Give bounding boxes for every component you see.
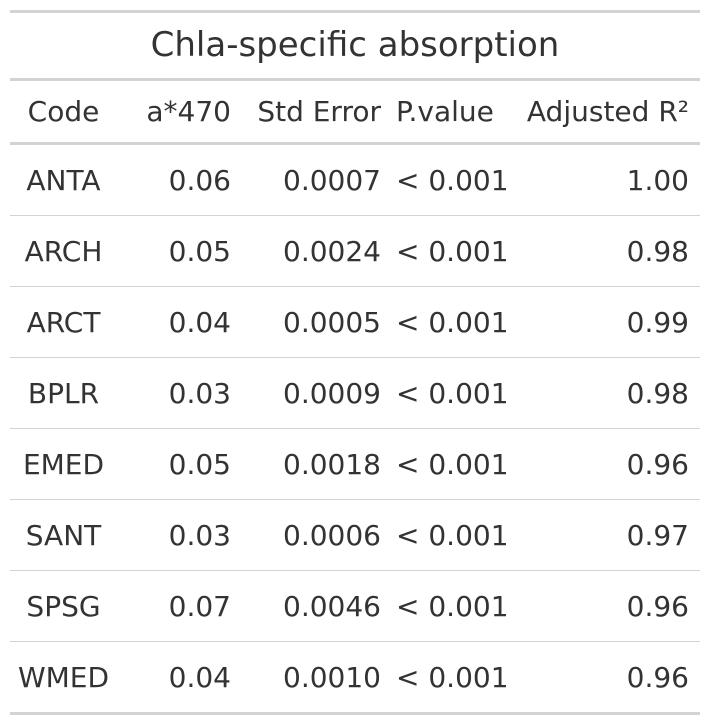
row-divider bbox=[10, 499, 700, 500]
cell-a470: 0.04 bbox=[168, 305, 231, 339]
cell-p-value: < 0.001 bbox=[396, 447, 509, 481]
cell-adjusted-r2: 0.96 bbox=[626, 660, 689, 694]
table-row: SPSG 0.07 0.0046 < 0.001 0.96 bbox=[10, 571, 700, 641]
table-row: ARCT 0.04 0.0005 < 0.001 0.99 bbox=[10, 287, 700, 357]
table-top-rule bbox=[10, 10, 700, 13]
cell-code: ARCH bbox=[24, 234, 103, 268]
cell-a470: 0.05 bbox=[168, 234, 231, 268]
table-bottom-rule bbox=[10, 712, 700, 715]
table-title: Chla-specific absorption bbox=[150, 25, 560, 65]
cell-p-value: < 0.001 bbox=[396, 163, 509, 197]
header-rule bbox=[10, 142, 700, 145]
cell-std-error: 0.0005 bbox=[283, 305, 381, 339]
cell-a470: 0.03 bbox=[168, 518, 231, 552]
cell-std-error: 0.0006 bbox=[283, 518, 381, 552]
row-divider bbox=[10, 428, 700, 429]
table-row: ARCH 0.05 0.0024 < 0.001 0.98 bbox=[10, 216, 700, 286]
cell-code: BPLR bbox=[27, 376, 100, 410]
cell-p-value: < 0.001 bbox=[396, 660, 509, 694]
column-header-a470: a*470 bbox=[146, 95, 231, 128]
cell-std-error: 0.0010 bbox=[283, 660, 381, 694]
cell-adjusted-r2: 0.98 bbox=[626, 376, 689, 410]
cell-std-error: 0.0018 bbox=[283, 447, 381, 481]
cell-a470: 0.07 bbox=[168, 589, 231, 623]
cell-a470: 0.04 bbox=[168, 660, 231, 694]
table-header-row: Code a*470 Std Error P.value Adjusted R² bbox=[10, 81, 700, 142]
table-row: BPLR 0.03 0.0009 < 0.001 0.98 bbox=[10, 358, 700, 428]
row-divider bbox=[10, 357, 700, 358]
row-divider bbox=[10, 286, 700, 287]
cell-std-error: 0.0007 bbox=[283, 163, 381, 197]
column-header-p-value: P.value bbox=[396, 95, 494, 128]
cell-adjusted-r2: 0.96 bbox=[626, 447, 689, 481]
table-row: SANT 0.03 0.0006 < 0.001 0.97 bbox=[10, 500, 700, 570]
cell-p-value: < 0.001 bbox=[396, 589, 509, 623]
row-divider bbox=[10, 641, 700, 642]
cell-code: WMED bbox=[17, 660, 110, 694]
column-header-adjusted-r2: Adjusted R² bbox=[526, 95, 689, 128]
cell-adjusted-r2: 0.99 bbox=[626, 305, 689, 339]
cell-code: SPSG bbox=[26, 589, 101, 623]
cell-code: SANT bbox=[25, 518, 102, 552]
cell-std-error: 0.0024 bbox=[283, 234, 381, 268]
cell-adjusted-r2: 1.00 bbox=[626, 163, 689, 197]
table-row: WMED 0.04 0.0010 < 0.001 0.96 bbox=[10, 642, 700, 712]
data-table: Chla-specific absorption Code a*470 Std … bbox=[10, 10, 700, 715]
cell-a470: 0.06 bbox=[168, 163, 231, 197]
cell-adjusted-r2: 0.97 bbox=[626, 518, 689, 552]
cell-adjusted-r2: 0.98 bbox=[626, 234, 689, 268]
cell-code: ARCT bbox=[26, 305, 101, 339]
column-header-std-error: Std Error bbox=[257, 95, 381, 128]
row-divider bbox=[10, 215, 700, 216]
cell-p-value: < 0.001 bbox=[396, 518, 509, 552]
column-header-code: Code bbox=[27, 95, 100, 128]
cell-a470: 0.05 bbox=[168, 447, 231, 481]
row-divider bbox=[10, 570, 700, 571]
table-row: EMED 0.05 0.0018 < 0.001 0.96 bbox=[10, 429, 700, 499]
cell-adjusted-r2: 0.96 bbox=[626, 589, 689, 623]
cell-std-error: 0.0009 bbox=[283, 376, 381, 410]
cell-code: EMED bbox=[22, 447, 105, 481]
cell-p-value: < 0.001 bbox=[396, 376, 509, 410]
title-rule bbox=[10, 78, 700, 81]
cell-p-value: < 0.001 bbox=[396, 234, 509, 268]
table-row: ANTA 0.06 0.0007 < 0.001 1.00 bbox=[10, 145, 700, 215]
cell-p-value: < 0.001 bbox=[396, 305, 509, 339]
cell-a470: 0.03 bbox=[168, 376, 231, 410]
cell-std-error: 0.0046 bbox=[283, 589, 381, 623]
cell-code: ANTA bbox=[26, 163, 101, 197]
